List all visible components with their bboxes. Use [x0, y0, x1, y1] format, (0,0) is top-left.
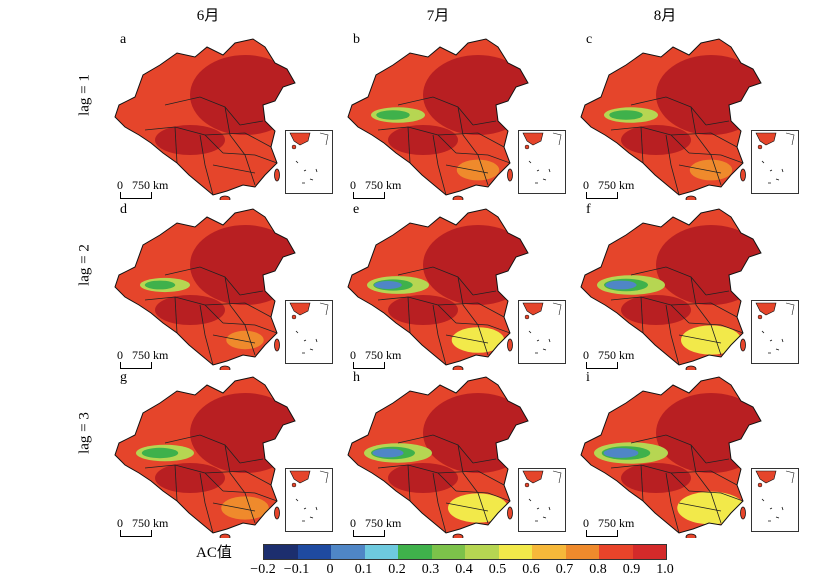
legend-swatch	[632, 545, 666, 559]
map-panel-h: h 0 750 km	[333, 368, 566, 540]
china-ac-map	[347, 376, 529, 538]
panel-label: h	[353, 370, 360, 385]
china-ac-map	[347, 38, 529, 200]
panel-label: a	[120, 32, 127, 47]
scale-zero: 0	[117, 178, 123, 192]
panel-label: f	[586, 202, 591, 217]
south-china-sea-inset	[751, 300, 799, 364]
south-china-sea-inset	[518, 130, 566, 194]
map-panel-a: a 0 750 km	[100, 30, 333, 202]
legend-tick-label: 0.8	[589, 562, 607, 577]
legend-swatch	[364, 545, 398, 559]
south-china-sea-inset	[285, 300, 333, 364]
scale-zero: 0	[350, 516, 356, 530]
china-ac-map	[580, 38, 762, 200]
legend-swatch	[532, 545, 566, 559]
legend-swatch	[431, 545, 465, 559]
map-panel-d: d 0 750 km	[100, 200, 333, 372]
china-ac-map	[114, 376, 296, 538]
row-header-lag-2: lag = 2	[76, 244, 93, 286]
china-ac-map	[580, 208, 762, 370]
scale-zero: 0	[350, 178, 356, 192]
map-panel-c: c 0 750 km	[566, 30, 799, 202]
legend-tick-label: 0.4	[455, 562, 473, 577]
scale-distance: 750 km	[598, 516, 635, 530]
map-panel-g: g 0 750 km	[100, 368, 333, 540]
legend-swatch	[465, 545, 499, 559]
panel-label: i	[586, 370, 590, 385]
legend-tick-label: −0.1	[283, 562, 310, 577]
scale-distance: 750 km	[132, 348, 169, 362]
panel-label: d	[120, 202, 127, 217]
legend-title: AC值	[196, 545, 232, 561]
legend-tick-label: 0.2	[388, 562, 406, 577]
scale-bar: 0 750 km	[578, 348, 658, 372]
scale-bar: 0 750 km	[345, 516, 425, 540]
column-header-7: 7月	[426, 8, 450, 24]
scale-bar: 0 750 km	[112, 178, 192, 202]
scale-zero: 0	[117, 348, 123, 362]
legend-tick-label: 0.5	[488, 562, 507, 577]
map-panel-e: e 0 750 km	[333, 200, 566, 372]
scale-distance: 750 km	[365, 516, 402, 530]
legend-swatch	[599, 545, 633, 559]
scale-bar: 0 750 km	[345, 178, 425, 202]
legend-tick-label: 1.0	[656, 562, 674, 577]
scale-zero: 0	[117, 516, 123, 530]
china-ac-map	[347, 208, 529, 370]
legend-tick-label: 0	[326, 562, 334, 577]
legend-swatch	[398, 545, 432, 559]
legend-swatch	[297, 545, 331, 559]
panel-label: c	[586, 32, 593, 47]
row-header-lag-3: lag = 3	[76, 412, 93, 454]
legend-tick-label: 0.1	[354, 562, 373, 577]
scale-zero: 0	[583, 178, 589, 192]
legend-tick-label: 0.3	[421, 562, 440, 577]
legend-swatch	[264, 545, 298, 559]
scale-distance: 750 km	[598, 178, 635, 192]
column-header-6: 6月	[196, 8, 220, 24]
legend-swatch	[498, 545, 532, 559]
south-china-sea-inset	[751, 130, 799, 194]
column-header-8: 8月	[653, 8, 677, 24]
scale-bar: 0 750 km	[345, 348, 425, 372]
map-panel-f: f 0 750 km	[566, 200, 799, 372]
legend-tick-label: 0.6	[522, 562, 540, 577]
south-china-sea-inset	[518, 468, 566, 532]
legend-tick-label: 0.9	[622, 562, 641, 577]
china-ac-map	[114, 38, 296, 200]
south-china-sea-inset	[518, 300, 566, 364]
panel-label: e	[353, 202, 360, 217]
legend-tick-label: −0.2	[250, 562, 276, 577]
map-panel-i: i 0 750 km	[566, 368, 799, 540]
china-ac-map	[580, 376, 762, 538]
scale-zero: 0	[350, 348, 356, 362]
legend-swatch	[331, 545, 365, 559]
legend-tick-label: 0.7	[555, 562, 574, 577]
scale-zero: 0	[583, 516, 589, 530]
scale-bar: 0 750 km	[112, 516, 192, 540]
south-china-sea-inset	[285, 130, 333, 194]
scale-bar: 0 750 km	[112, 348, 192, 372]
scale-bar: 0 750 km	[578, 178, 658, 202]
china-ac-map	[114, 208, 296, 370]
scale-bar: 0 750 km	[578, 516, 658, 540]
south-china-sea-inset	[751, 468, 799, 532]
row-header-lag-1: lag = 1	[76, 74, 93, 116]
legend-color-bar	[263, 544, 667, 560]
south-china-sea-inset	[285, 468, 333, 532]
panel-label: b	[353, 32, 360, 47]
scale-distance: 750 km	[132, 178, 169, 192]
scale-distance: 750 km	[365, 348, 402, 362]
scale-distance: 750 km	[132, 516, 169, 530]
map-panel-b: b 0 750 km	[333, 30, 566, 202]
panel-label: g	[120, 370, 127, 385]
scale-distance: 750 km	[598, 348, 635, 362]
legend-swatch	[565, 545, 599, 559]
scale-zero: 0	[583, 348, 589, 362]
scale-distance: 750 km	[365, 178, 402, 192]
